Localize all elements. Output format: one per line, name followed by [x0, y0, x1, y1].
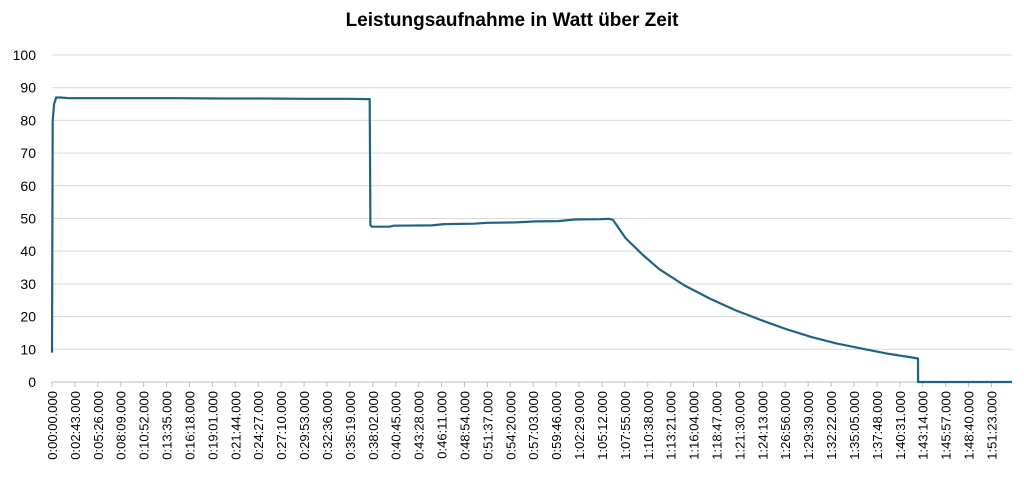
x-tick-label: 0:10:52.000: [137, 391, 152, 460]
x-tick-label: 1:43:14.000: [916, 391, 931, 460]
x-tick-label: 1:29:39.000: [801, 391, 816, 460]
x-tick-label: 1:24:13.000: [755, 391, 770, 460]
y-tick-label: 30: [20, 276, 36, 292]
x-tick-label: 0:35:19.000: [343, 391, 358, 460]
y-tick-label: 0: [28, 374, 36, 390]
y-tick-label: 50: [20, 211, 36, 227]
x-tick-label: 1:32:22.000: [824, 391, 839, 460]
y-tick-label: 10: [20, 341, 36, 357]
x-tick-label: 0:19:01.000: [205, 391, 220, 460]
x-tick-label: 1:16:04.000: [687, 391, 702, 460]
x-tick-label: 0:27:10.000: [274, 391, 289, 460]
x-tick-label: 0:02:43.000: [68, 391, 83, 460]
x-tick-label: 1:18:47.000: [710, 391, 725, 460]
y-tick-label: 40: [20, 243, 36, 259]
x-tick-label: 0:24:27.000: [251, 391, 266, 460]
x-tick-label: 0:38:02.000: [366, 391, 381, 460]
y-tick-label: 20: [20, 309, 36, 325]
series-line: [50, 96, 1012, 384]
x-tick-label: 1:45:57.000: [939, 391, 954, 460]
x-tick-label: 0:29:53.000: [297, 391, 312, 460]
x-tick-label: 0:54:20.000: [503, 391, 518, 460]
y-tick-label: 90: [20, 80, 36, 96]
x-tick-label: 1:51:23.000: [984, 391, 999, 460]
x-tick-label: 1:05:12.000: [595, 391, 610, 460]
x-tick-label: 0:57:03.000: [526, 391, 541, 460]
x-tick-label: 1:26:56.000: [778, 391, 793, 460]
x-tick-label: 0:00:00.000: [45, 391, 60, 460]
y-tick-label: 80: [20, 112, 36, 128]
x-tick-label: 0:05:26.000: [91, 391, 106, 460]
x-tick-label: 0:32:36.000: [320, 391, 335, 460]
x-tick-label: 1:40:31.000: [893, 391, 908, 460]
x-tick-label: 0:48:54.000: [457, 391, 472, 460]
x-tick-label: 1:48:40.000: [962, 391, 977, 460]
x-tick-label: 0:43:28.000: [412, 391, 427, 460]
x-tick-label: 0:46:11.000: [435, 391, 450, 459]
x-tick-label: 0:51:37.000: [480, 391, 495, 460]
x-tick-label: 0:59:46.000: [549, 391, 564, 460]
x-tick-label: 0:08:09.000: [114, 391, 129, 460]
chart-title: Leistungsaufnahme in Watt über Zeit: [345, 10, 679, 31]
y-tick-label: 60: [20, 178, 36, 194]
x-tick-label: 1:35:05.000: [847, 391, 862, 460]
x-tick-label: 0:21:44.000: [228, 391, 243, 460]
x-tick-label: 1:37:48.000: [870, 391, 885, 460]
x-tick-label: 1:21:30.000: [732, 391, 747, 460]
x-tick-label: 1:07:55.000: [618, 391, 633, 460]
y-tick-label: 100: [13, 47, 37, 63]
x-tick-label: 0:16:18.000: [182, 391, 197, 460]
x-tick-label: 1:13:21.000: [664, 391, 679, 460]
x-tick-label: 0:40:45.000: [389, 391, 404, 460]
x-tick-label: 0:13:35.000: [160, 391, 175, 460]
x-tick-label: 1:02:29.000: [572, 391, 587, 460]
y-tick-label: 70: [20, 145, 36, 161]
x-tick-label: 1:10:38.000: [641, 391, 656, 460]
